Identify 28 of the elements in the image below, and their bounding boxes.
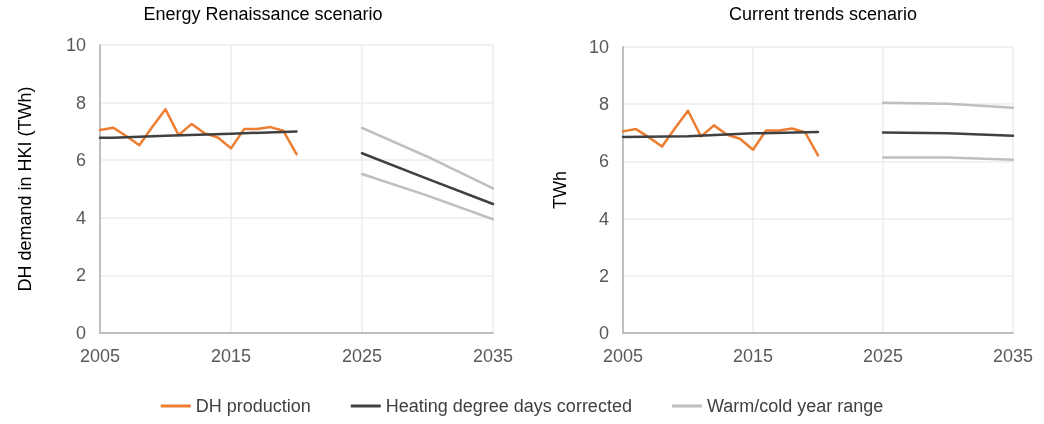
y-tick-label: 2 bbox=[598, 265, 609, 286]
legend-label: Heating degree days corrected bbox=[385, 396, 632, 416]
y-tick-label: 10 bbox=[588, 37, 609, 57]
x-tick-label: 2015 bbox=[732, 346, 774, 366]
y-axis-title: DH demand in HKI (TWh) bbox=[15, 86, 35, 292]
y-tick-label: 8 bbox=[75, 92, 86, 113]
x-tick-label: 2015 bbox=[210, 346, 252, 366]
y-tick-label: 0 bbox=[75, 323, 86, 343]
y-tick-label: 10 bbox=[65, 35, 86, 55]
chart-title: Energy Renaissance scenario bbox=[143, 4, 383, 24]
y-axis-title: TWh bbox=[550, 171, 570, 209]
x-tick-label: 2035 bbox=[992, 346, 1034, 366]
y-tick-label: 2 bbox=[75, 265, 86, 286]
x-tick-label: 2005 bbox=[79, 346, 121, 366]
y-tick-label: 8 bbox=[598, 94, 609, 115]
legend-label: DH production bbox=[195, 396, 311, 416]
line-series bbox=[98, 107, 298, 156]
y-tick-label: 6 bbox=[75, 150, 86, 171]
y-tick-label: 6 bbox=[598, 151, 609, 172]
legend-label: Warm/cold year range bbox=[706, 396, 884, 416]
x-tick-label: 2025 bbox=[341, 346, 383, 366]
x-tick-label: 2035 bbox=[472, 346, 514, 366]
x-tick-label: 2025 bbox=[862, 346, 904, 366]
x-tick-label: 2005 bbox=[602, 346, 644, 366]
chart-title: Current trends scenario bbox=[728, 4, 918, 24]
y-tick-label: 4 bbox=[598, 208, 609, 229]
y-tick-label: 4 bbox=[75, 207, 86, 228]
y-tick-label: 0 bbox=[598, 323, 609, 343]
